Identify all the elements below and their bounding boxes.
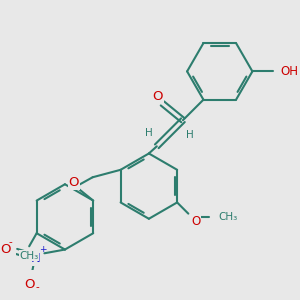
Text: H: H: [187, 130, 194, 140]
Text: O: O: [152, 90, 163, 104]
Text: CH₃: CH₃: [20, 250, 39, 261]
Text: O: O: [0, 243, 11, 256]
Text: O: O: [191, 214, 200, 228]
Text: CH₃: CH₃: [218, 212, 237, 222]
Text: +: +: [39, 245, 46, 254]
Text: N: N: [31, 252, 41, 266]
Text: O: O: [24, 278, 35, 292]
Text: -: -: [9, 237, 13, 247]
Text: -: -: [35, 282, 39, 292]
Text: OH: OH: [280, 65, 298, 78]
Text: H: H: [146, 128, 153, 138]
Text: O: O: [69, 176, 79, 189]
